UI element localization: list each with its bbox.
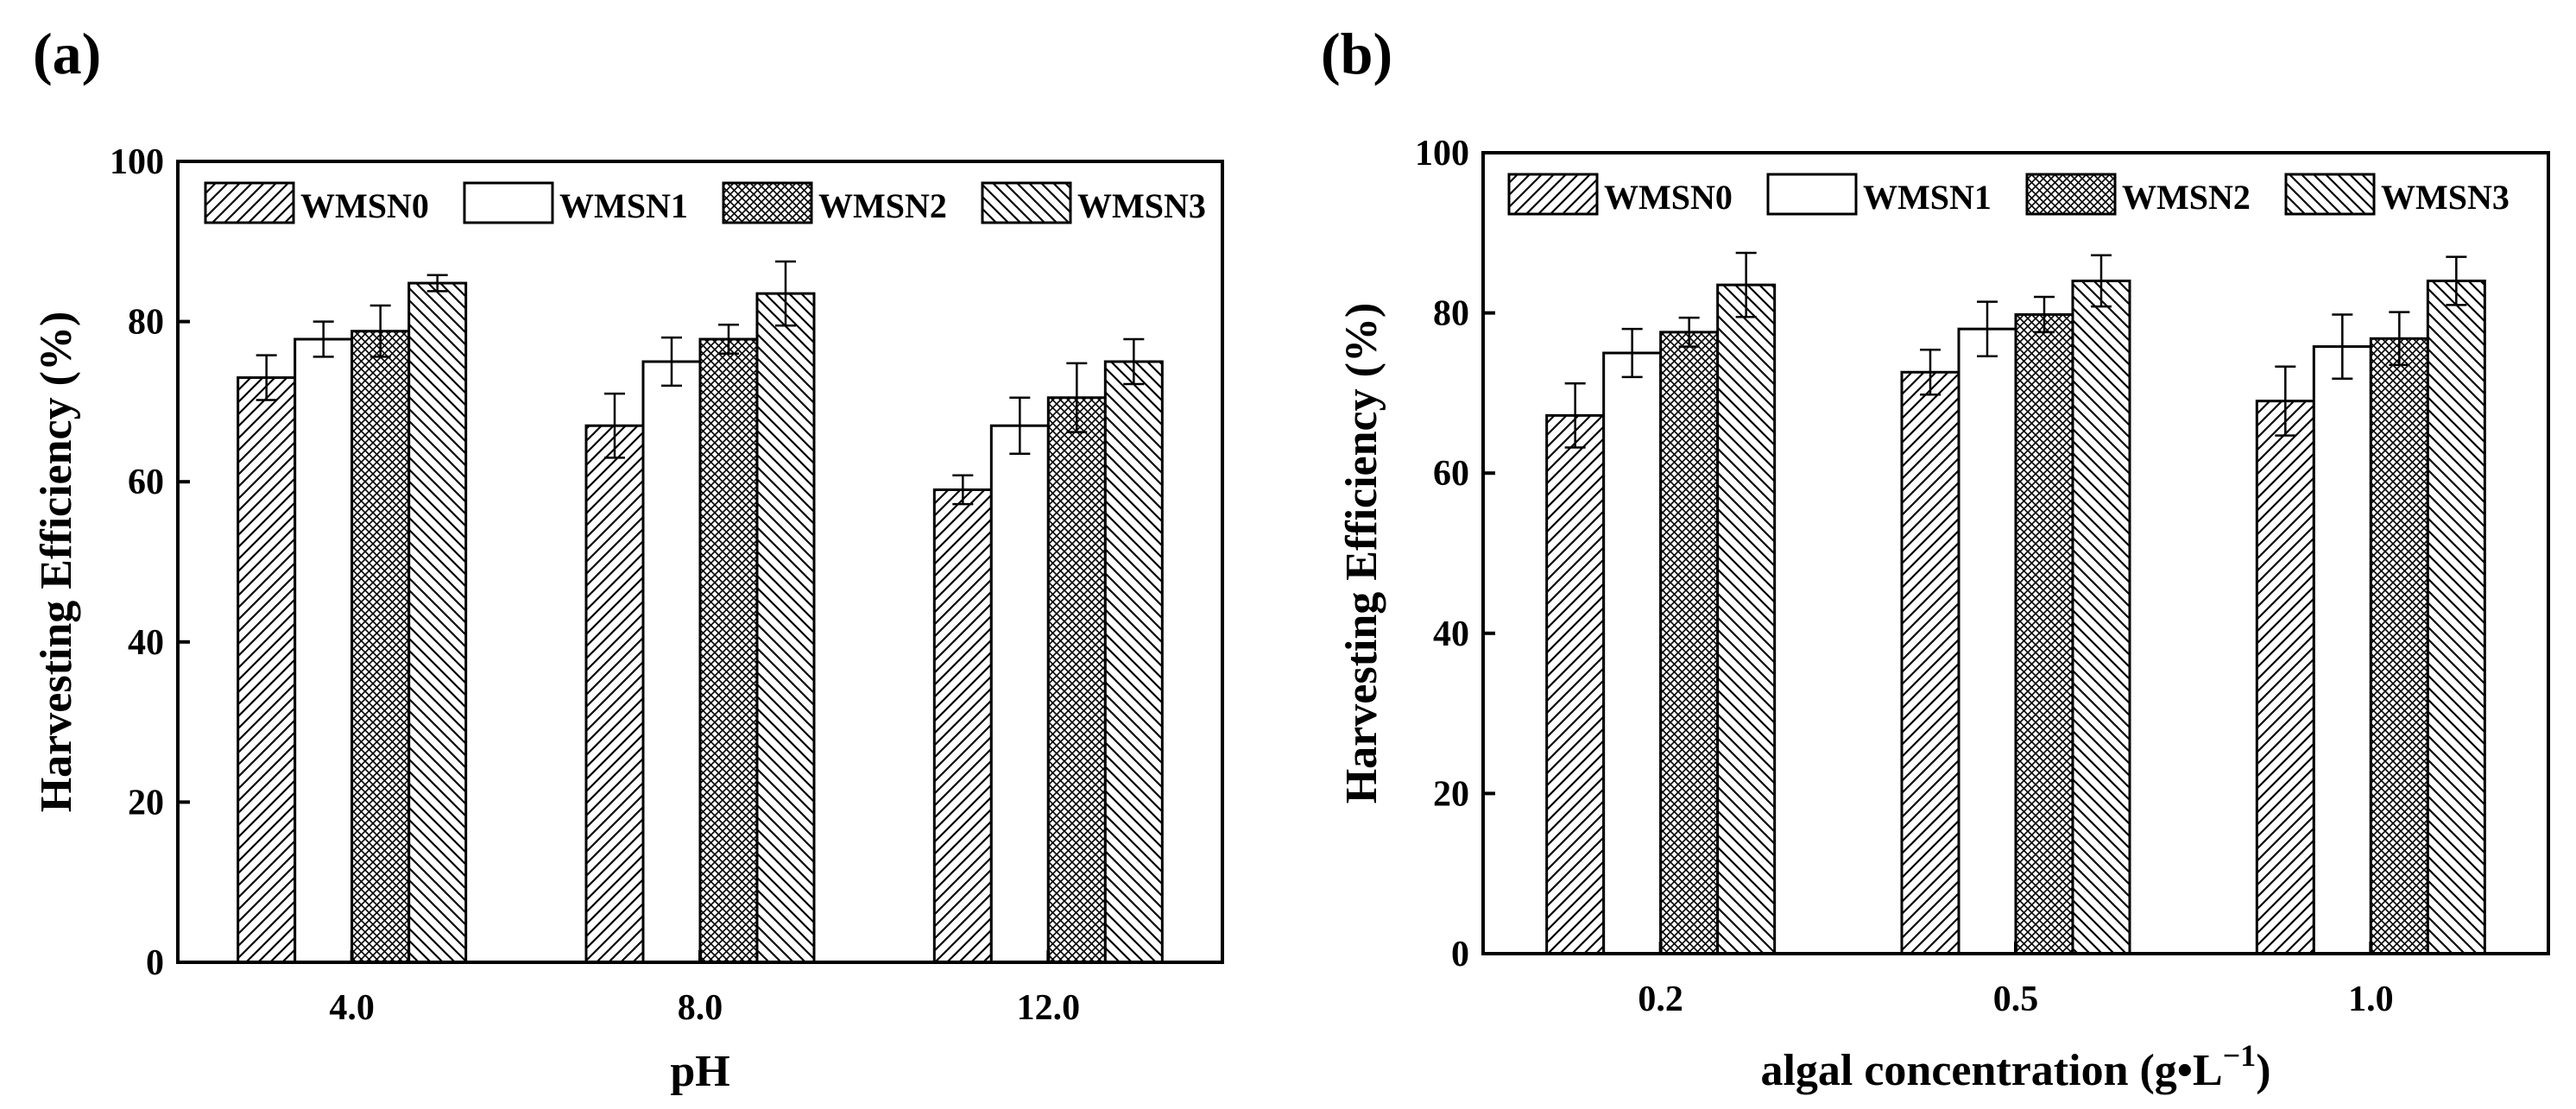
bar-wmsn2 (2369, 337, 2429, 955)
legend-label-wmsn0: WMSN0 (1604, 178, 1733, 217)
legend-swatch-wmsn3 (981, 181, 1072, 224)
legend-swatch-wmsn2 (2025, 173, 2117, 216)
y-tick-label: 80 (128, 303, 164, 343)
legend-label-wmsn3: WMSN3 (2381, 178, 2510, 217)
y-tick-label: 60 (128, 463, 164, 502)
y-tick-label: 100 (110, 142, 164, 182)
y-axis-title: Harvesting Efficiency (%) (32, 312, 81, 813)
bar-wmsn0 (584, 424, 645, 964)
bar-wmsn1 (641, 360, 702, 964)
bar-wmsn1 (1957, 327, 2017, 955)
bar-wmsn3 (2426, 279, 2486, 955)
bar-wmsn1 (2312, 345, 2372, 955)
y-tick-label: 60 (1433, 454, 1469, 494)
x-axis-title-superscript: −1 (2223, 1038, 2257, 1073)
y-tick-label: 0 (146, 943, 164, 983)
bar-wmsn0 (1900, 370, 1960, 955)
x-tick-label: 1.0 (2348, 980, 2394, 1019)
legend-swatch-wmsn1 (463, 181, 554, 224)
x-tick-label: 4.0 (329, 988, 375, 1028)
y-axis-title: Harvesting Efficiency (%) (1337, 303, 1386, 804)
legend-label-wmsn0: WMSN0 (300, 186, 429, 225)
x-tick-label: 12.0 (1017, 988, 1081, 1028)
bar-wmsn2 (350, 330, 411, 964)
x-axis-title-main: algal concentration (g•L (1760, 1046, 2222, 1095)
legend-label-wmsn2: WMSN2 (818, 186, 947, 225)
bar-wmsn3 (755, 292, 816, 964)
y-tick-label: 40 (128, 623, 164, 663)
x-axis-title: algal concentration (g•L−1) (1760, 1038, 2270, 1095)
bar-wmsn3 (1103, 360, 1164, 964)
plot-frame (176, 160, 1224, 964)
x-axis-title-main: pH (670, 1047, 729, 1096)
legend-label-wmsn3: WMSN3 (1077, 186, 1206, 225)
legend-swatch-wmsn1 (1766, 173, 1858, 216)
legend-label-wmsn2: WMSN2 (2122, 178, 2251, 217)
x-axis-title-close: ) (2256, 1046, 2270, 1095)
legend-swatch-wmsn0 (204, 181, 295, 224)
y-tick-label: 100 (1415, 134, 1469, 173)
bar-wmsn3 (2071, 279, 2131, 955)
bar-wmsn1 (989, 424, 1050, 964)
x-tick-label: 8.0 (678, 988, 723, 1028)
bar-wmsn1 (1602, 351, 1663, 955)
panel-a-label: (a) (33, 21, 101, 86)
bar-wmsn0 (932, 488, 993, 964)
chart-panel-a: 0 20 40 60 80 100 4.0 8.0 12.0 WMSN0 WMSN1 WMSN2 WMS… (32, 142, 1224, 1096)
bar-wmsn2 (698, 337, 759, 964)
legend-swatch-wmsn0 (1507, 173, 1599, 216)
bar-wmsn0 (2255, 400, 2315, 955)
y-tick-label: 20 (1433, 774, 1469, 814)
chart-panel-b: 0 20 40 60 80 100 0.2 0.5 1.0 WMSN0 WMSN1 WMSN2 WMSN… (1337, 134, 2550, 1095)
bar-wmsn2 (1659, 331, 1720, 955)
bar-wmsn1 (294, 337, 354, 964)
panel-b-label: (b) (1321, 21, 1392, 86)
x-tick-label: 0.5 (1993, 980, 2039, 1019)
x-tick-label: 0.2 (1638, 980, 1683, 1019)
y-tick-label: 40 (1433, 614, 1469, 654)
legend-label-wmsn1: WMSN1 (1863, 178, 1992, 217)
bar-wmsn2 (1046, 396, 1107, 964)
bar-wmsn2 (2014, 312, 2074, 955)
bar-wmsn0 (1545, 413, 1606, 955)
bar-wmsn3 (1716, 283, 1777, 955)
legend-label-wmsn1: WMSN1 (559, 186, 688, 225)
plot-frame (1481, 151, 2550, 955)
legend-swatch-wmsn2 (722, 181, 813, 224)
y-tick-label: 20 (128, 783, 164, 822)
bar-wmsn3 (407, 281, 468, 964)
bar-wmsn0 (237, 376, 297, 964)
y-tick-label: 0 (1451, 935, 1469, 974)
x-axis-title: pH (670, 1047, 729, 1096)
y-tick-label: 80 (1433, 294, 1469, 334)
legend-swatch-wmsn3 (2284, 173, 2376, 216)
